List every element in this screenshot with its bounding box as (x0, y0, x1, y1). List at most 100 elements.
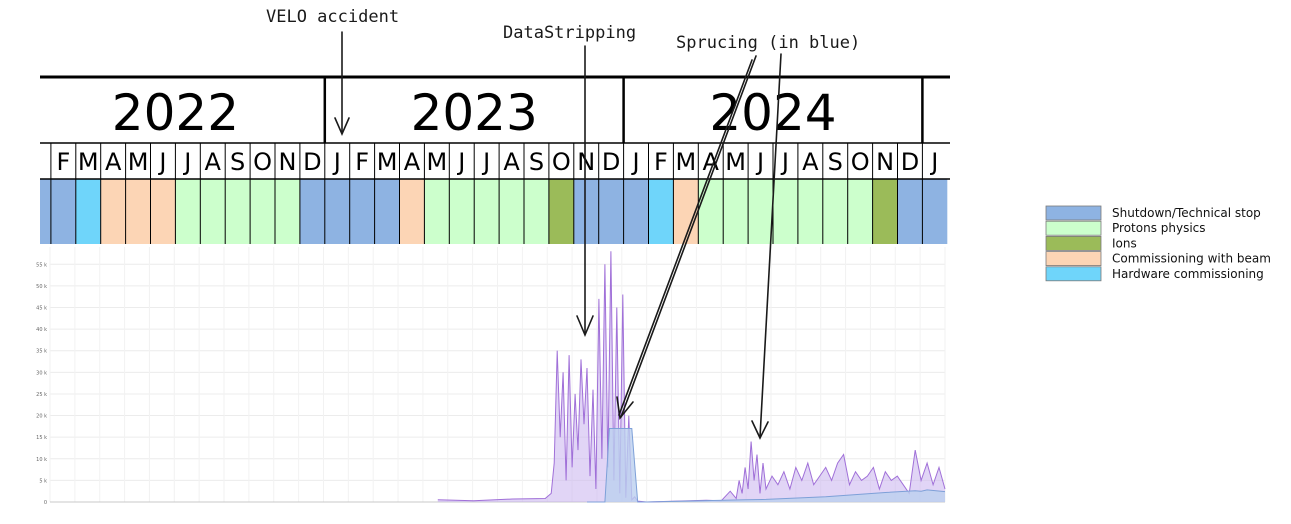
legend-label-protons: Protons physics (1112, 221, 1206, 235)
month-label: N (577, 148, 595, 176)
y-tick-label: 55 k (36, 262, 47, 268)
month-label: S (230, 148, 245, 176)
phase-block (499, 179, 524, 244)
legend-label-hardware: Hardware commissioning (1112, 267, 1264, 281)
year-label: 2024 (709, 84, 836, 142)
month-label: M (725, 148, 746, 176)
phase-block (797, 179, 823, 244)
month-label: M (78, 148, 99, 176)
phase-block (250, 179, 275, 244)
month-label: D (303, 148, 321, 176)
lhc-schedule-timeline: J F M A M J J A S O N D J F M A M J J A S O N D J F M A M J J A S O N D J202… (33, 75, 950, 244)
phase-block (548, 179, 574, 244)
month-label: J (929, 148, 938, 176)
legend-swatch-commissioning (1045, 251, 1102, 267)
month-label: J (631, 148, 640, 176)
month-label: A (404, 148, 421, 176)
y-tick-label: 20 k (36, 414, 47, 420)
month-label: M (128, 148, 149, 176)
series-line-1 (587, 428, 946, 503)
month-label: J (456, 148, 465, 176)
phase-block (623, 179, 649, 244)
annotation-arrows (334, 31, 782, 440)
phase-block (125, 179, 151, 244)
phase-block (723, 179, 749, 244)
month-label: M (426, 148, 447, 176)
arrow-sprucing-2-icon (751, 53, 782, 440)
month-label: O (253, 148, 272, 176)
legend-swatch-ions (1045, 235, 1102, 251)
month-label: J (481, 148, 490, 176)
y-tick-label: 45 k (36, 306, 47, 312)
legend-label-shutdown: Shutdown/Technical stop (1112, 206, 1261, 220)
phase-block (299, 179, 325, 244)
phase-block (673, 179, 699, 244)
phase-block (275, 179, 300, 244)
phase-block (698, 179, 724, 244)
month-label: O (851, 148, 870, 176)
month-label: S (529, 148, 544, 176)
phase-block (648, 179, 674, 244)
annotation-datastripping: DataStripping (503, 23, 636, 43)
phase-block (100, 179, 126, 244)
month-label: J (332, 148, 341, 176)
month-label: D (602, 148, 620, 176)
month-label: F (355, 148, 369, 176)
arrow-velo-icon (334, 31, 350, 136)
month-label: J (33, 148, 42, 176)
month-label: F (654, 148, 668, 176)
year-label: 2023 (411, 84, 538, 142)
y-tick-label: 30 k (36, 370, 47, 376)
phase-block (897, 179, 923, 244)
phase-block (872, 179, 898, 244)
month-label: J (780, 148, 789, 176)
legend-swatch-hardware (1045, 266, 1102, 282)
month-label: N (876, 148, 894, 176)
month-label: M (675, 148, 696, 176)
series-area-1 (587, 428, 945, 502)
phase-block (847, 179, 873, 244)
annotation-sprucing: Sprucing (in blue) (676, 33, 860, 53)
annotation-velo-accident: VELO accident (266, 7, 399, 27)
phase-block (922, 179, 948, 244)
phase-block (474, 179, 500, 244)
phase-block (349, 179, 375, 244)
phase-block (200, 179, 226, 244)
phase-block (822, 179, 848, 244)
arrow-sprucing-1-icon (616, 55, 757, 420)
month-label: J (182, 148, 191, 176)
phase-block (598, 179, 624, 244)
legend-swatch-shutdown (1045, 205, 1102, 221)
month-label: A (105, 148, 122, 176)
phase-block (748, 179, 773, 244)
month-label: F (56, 148, 70, 176)
month-label: D (901, 148, 919, 176)
chart-area: 0 5 k 10 k 15 k 20 k 25 k 30 k 35 k 40 k 45 k 50 k… (36, 247, 946, 506)
y-tick-label: 15 k (36, 435, 47, 441)
y-tick-label: 40 k (36, 327, 47, 333)
month-label: M (377, 148, 398, 176)
month-label: A (205, 148, 222, 176)
y-tick-label: 25 k (36, 392, 47, 398)
phase-block (424, 179, 450, 244)
phase-block (374, 179, 400, 244)
phase-block (50, 179, 76, 244)
month-label: S (828, 148, 843, 176)
phase-block (524, 179, 549, 244)
y-tick-label: 50 k (36, 284, 47, 290)
month-label: A (703, 148, 720, 176)
arrow-datastripping-icon (576, 45, 594, 338)
phase-block (773, 179, 798, 244)
legend-swatch-protons (1045, 220, 1102, 236)
phase-block (449, 179, 475, 244)
series-line-0 (437, 251, 946, 503)
phase-block (75, 179, 101, 244)
y-tick-label: 0 (44, 500, 47, 506)
year-label: 2022 (112, 84, 239, 142)
month-label: A (503, 148, 520, 176)
legend-label-ions: Ions (1112, 236, 1137, 250)
y-tick-label: 35 k (36, 349, 47, 355)
month-label: J (157, 148, 166, 176)
